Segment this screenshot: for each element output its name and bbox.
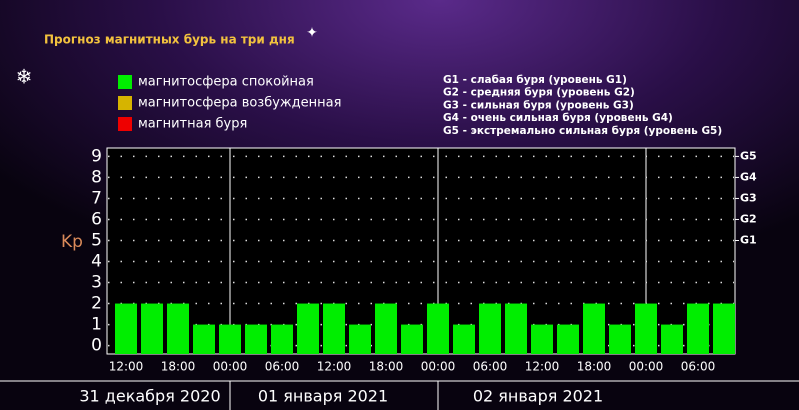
snowflake-icon: ❄	[16, 65, 33, 89]
bar	[531, 324, 553, 354]
x-tick-label: 12:00	[109, 360, 144, 374]
bar	[271, 324, 293, 354]
legend-swatch	[118, 117, 132, 131]
y-tick-label: 9	[91, 146, 102, 166]
bar	[141, 303, 163, 354]
x-tick-label: 12:00	[317, 360, 352, 374]
y-tick-label: 8	[91, 167, 102, 187]
y2-tick-label: G2	[740, 212, 757, 225]
y2-tick-label: G1	[740, 233, 757, 246]
legend-swatch	[118, 75, 132, 89]
chart-title: Прогноз магнитных бурь на три дня	[44, 33, 295, 47]
bar	[713, 303, 735, 354]
storm-level-note: G5 - экстремально сильная буря (уровень …	[443, 125, 722, 137]
x-tick-label: 00:00	[213, 360, 248, 374]
day-label: 01 января 2021	[258, 387, 388, 406]
bar	[453, 324, 475, 354]
bar	[401, 324, 423, 354]
y-tick-label: 3	[91, 273, 102, 293]
storm-level-note: G3 - сильная буря (уровень G3)	[443, 99, 634, 111]
y-tick-label: 1	[91, 315, 102, 335]
y-tick-label: 0	[91, 336, 102, 356]
storm-level-note: G1 - слабая буря (уровень G1)	[443, 74, 627, 86]
bar	[219, 324, 241, 354]
x-tick-label: 18:00	[577, 360, 612, 374]
bar	[193, 324, 215, 354]
bar	[661, 324, 683, 354]
bar	[687, 303, 709, 354]
plot-area	[106, 147, 736, 355]
x-tick-label: 06:00	[473, 360, 508, 374]
bar	[635, 303, 657, 354]
bar	[609, 324, 631, 354]
bar	[557, 324, 579, 354]
bar	[427, 303, 449, 354]
legend-label: магнитосфера возбужденная	[138, 96, 341, 111]
y-axis-label: Kp	[61, 232, 83, 252]
bar	[583, 303, 605, 354]
bar	[375, 303, 397, 354]
y-tick-label: 7	[91, 188, 102, 208]
x-tick-label: 18:00	[161, 360, 196, 374]
x-tick-label: 18:00	[369, 360, 404, 374]
y2-tick-label: G5	[740, 149, 757, 162]
legend-swatch	[118, 96, 132, 110]
legend-label: магнитосфера спокойная	[138, 75, 314, 90]
y-tick-label: 6	[91, 209, 102, 229]
x-tick-label: 06:00	[681, 360, 716, 374]
day-label: 02 января 2021	[473, 387, 603, 406]
bar	[297, 303, 319, 354]
x-tick-label: 00:00	[421, 360, 456, 374]
x-tick-label: 00:00	[629, 360, 664, 374]
storm-level-note: G4 - очень сильная буря (уровень G4)	[443, 112, 673, 124]
y-tick-label: 4	[91, 252, 102, 272]
legend-label: магнитная буря	[138, 117, 247, 132]
x-tick-label: 06:00	[265, 360, 300, 374]
x-tick-label: 12:00	[525, 360, 560, 374]
bar	[479, 303, 501, 354]
y-tick-label: 2	[91, 294, 102, 314]
bar	[323, 303, 345, 354]
bar	[115, 303, 137, 354]
y2-tick-label: G3	[740, 191, 757, 204]
bar	[349, 324, 371, 354]
y-tick-label: 5	[91, 230, 102, 250]
y2-tick-label: G4	[740, 170, 757, 183]
storm-level-note: G2 - средняя буря (уровень G2)	[443, 87, 635, 99]
bar	[245, 324, 267, 354]
bar	[505, 303, 527, 354]
day-label: 31 декабря 2020	[79, 387, 220, 406]
star: ✦	[306, 25, 318, 41]
bar	[167, 303, 189, 354]
